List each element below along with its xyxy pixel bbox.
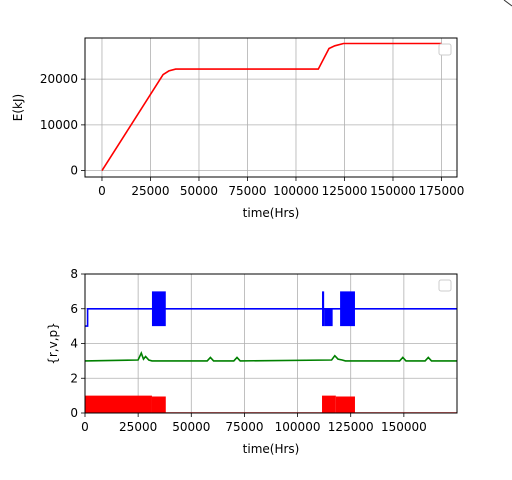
x-axis-label: time(Hrs) bbox=[243, 442, 300, 456]
plot-frame bbox=[84, 37, 458, 178]
legend-box bbox=[438, 43, 452, 56]
x-tick-label: 0 bbox=[98, 184, 106, 198]
series-2-line bbox=[85, 351, 457, 362]
x-tick-label: 100000 bbox=[275, 420, 321, 434]
series-3-block bbox=[335, 396, 355, 413]
y-axis-label: {r,v,p} bbox=[46, 322, 60, 365]
x-tick-label: 50000 bbox=[172, 420, 210, 434]
y-tick-label: 0 bbox=[70, 164, 78, 178]
x-tick-label: 75000 bbox=[225, 420, 263, 434]
x-tick-label: 150000 bbox=[381, 420, 427, 434]
y-tick-label: 20000 bbox=[40, 72, 78, 86]
x-tick-label: 125000 bbox=[328, 420, 374, 434]
series-3-block bbox=[85, 395, 152, 413]
series-3-block bbox=[322, 395, 336, 413]
x-tick-label: 25000 bbox=[119, 420, 157, 434]
x-axis-label: time(Hrs) bbox=[243, 206, 300, 220]
series-3-block bbox=[151, 396, 166, 413]
series-1-line bbox=[101, 42, 442, 172]
corner-artifact bbox=[503, 0, 512, 7]
x-tick-label: 25000 bbox=[131, 184, 169, 198]
series-1-line bbox=[85, 307, 457, 327]
y-tick-label: 6 bbox=[70, 302, 78, 316]
y-tick-label: 2 bbox=[70, 371, 78, 385]
x-tick-label: 150000 bbox=[370, 184, 416, 198]
y-axis-label: E(kJ) bbox=[11, 94, 25, 121]
y-tick-label: 8 bbox=[70, 267, 78, 281]
x-tick-label: 50000 bbox=[180, 184, 218, 198]
y-tick-label: 10000 bbox=[40, 118, 78, 132]
x-tick-label: 125000 bbox=[322, 184, 368, 198]
chart-1: 0 25000 50000 75000 100000 125000 150000 175000… bbox=[11, 37, 465, 220]
series-1-block bbox=[324, 308, 333, 327]
x-tick-label: 100000 bbox=[273, 184, 319, 198]
chart-2: 0 25000 50000 75000 100000 125000 150000 0 2 4 6 8 t… bbox=[46, 267, 458, 456]
legend-box bbox=[438, 279, 452, 292]
x-tick-label: 75000 bbox=[228, 184, 266, 198]
x-tick-label: 0 bbox=[81, 420, 89, 434]
y-tick-label: 4 bbox=[70, 337, 78, 351]
x-tick-label: 175000 bbox=[419, 184, 465, 198]
y-tick-label: 0 bbox=[70, 406, 78, 420]
